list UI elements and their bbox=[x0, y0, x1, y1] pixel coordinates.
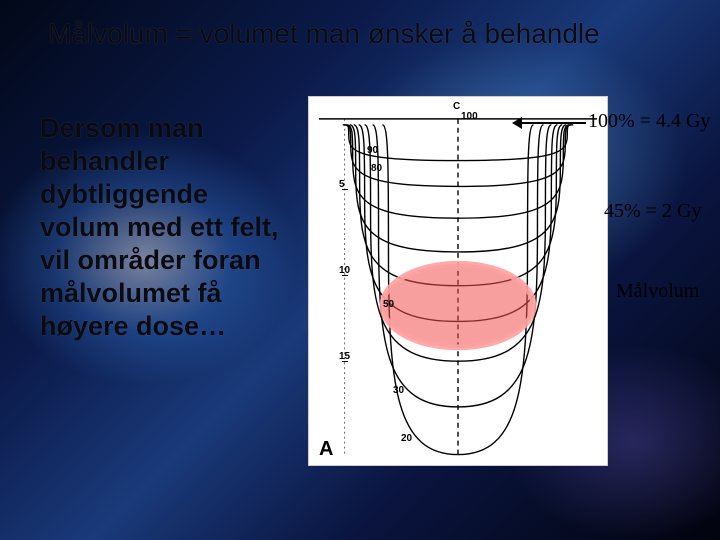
arrow-line bbox=[520, 122, 586, 124]
iso-label: 50 bbox=[383, 299, 394, 310]
isodose-chart: 510159080503020 C 100 A bbox=[308, 96, 608, 466]
annotation-a100: 100% = 4.4 Gy bbox=[588, 110, 710, 133]
iso-label: 90 bbox=[367, 145, 378, 156]
iso-label: 20 bbox=[401, 433, 412, 444]
arrow-head-icon bbox=[512, 117, 522, 129]
annotation-a45: 45% = 2 Gy bbox=[604, 200, 701, 223]
iso-label: 30 bbox=[393, 385, 404, 396]
corner-label-A: A bbox=[319, 438, 333, 461]
axis-label-C: C bbox=[453, 101, 460, 112]
annotation-target: Målvolum bbox=[616, 280, 699, 303]
page-title: Målvolum = volumet man ønsker å behandle bbox=[48, 18, 700, 50]
axis-top-num: 100 bbox=[461, 111, 478, 122]
iso-label: 80 bbox=[371, 163, 382, 174]
chart-svg bbox=[309, 97, 607, 465]
body-paragraph: Dersom man behandler dybtliggende volum … bbox=[40, 112, 290, 343]
chart-background: 510159080503020 C 100 A bbox=[308, 96, 608, 466]
